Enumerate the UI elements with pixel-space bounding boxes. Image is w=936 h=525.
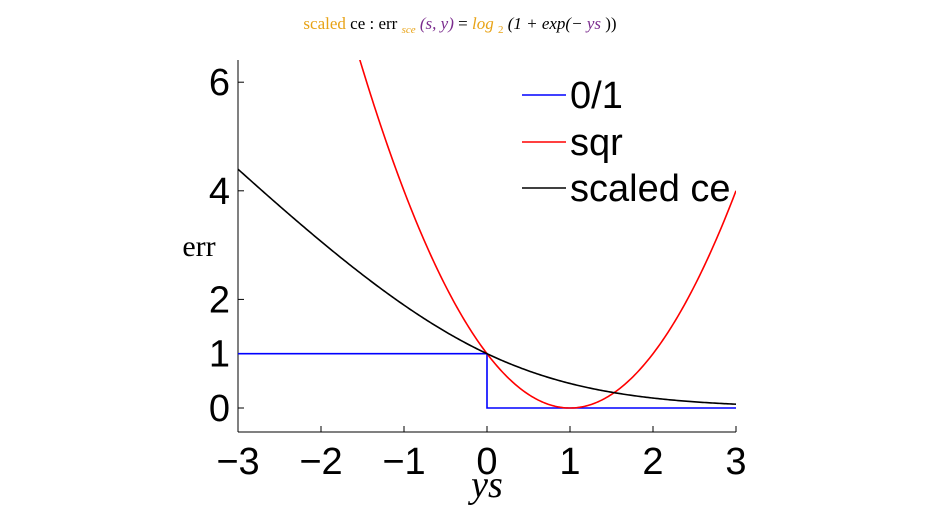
chart-title: scaled ce : err sce (s, y) = log 2 (1 + … [303, 14, 616, 37]
y-tick-label: 0 [209, 388, 230, 430]
y-tick-label: 2 [209, 279, 230, 321]
y-tick-label: 4 [209, 171, 230, 213]
y-ticks: 0 1 2 4 6 [209, 62, 244, 430]
title-err-subscript: sce [402, 24, 416, 36]
title-prefix: scaled [303, 14, 346, 33]
y-tick-label: 6 [209, 62, 230, 104]
series-line-0-1 [238, 352, 736, 409]
legend-label: sqr [570, 122, 623, 164]
series-group [238, 60, 736, 409]
title-log: log [472, 14, 494, 33]
x-tick-label: −1 [382, 441, 425, 483]
y-axis-label: err [182, 230, 215, 263]
x-tick-label: −3 [216, 441, 259, 483]
x-axis-label: ys [467, 464, 503, 506]
title-expr-end: )) [605, 14, 616, 33]
legend-label: 0/1 [570, 75, 623, 117]
title-log-base: 2 [498, 24, 504, 36]
legend-label: scaled ce [570, 168, 731, 210]
series-line-scaled-ce [238, 168, 736, 405]
x-ticks: −3 −2 −1 0 1 2 3 [216, 426, 747, 483]
x-tick-label: −2 [299, 441, 342, 483]
x-tick-label: 2 [642, 441, 663, 483]
x-tick-label: 0 [476, 441, 497, 483]
title-equals: = [458, 14, 472, 33]
x-tick-label: 3 [725, 441, 746, 483]
y-tick-label: 1 [209, 334, 230, 376]
title-after-prefix: ce : err [350, 14, 398, 33]
x-tick-label: 1 [559, 441, 580, 483]
title-expr-start: (1 + exp(− [508, 14, 583, 33]
title-expr-var: ys [585, 14, 602, 33]
title-args: (s, y) [420, 14, 454, 33]
